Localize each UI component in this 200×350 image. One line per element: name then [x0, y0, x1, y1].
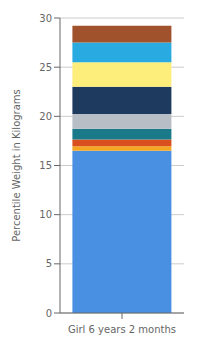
svg-text:5: 5	[46, 258, 52, 269]
svg-text:20: 20	[39, 111, 52, 122]
svg-text:15: 15	[39, 160, 52, 171]
svg-text:Girl 6 years 2 months: Girl 6 years 2 months	[68, 324, 176, 335]
svg-text:25: 25	[39, 62, 52, 73]
svg-text:10: 10	[39, 209, 52, 220]
svg-text:0: 0	[46, 308, 52, 319]
svg-text:Percentile Weight in Kilograms: Percentile Weight in Kilograms	[11, 89, 22, 242]
svg-text:30: 30	[39, 13, 52, 24]
